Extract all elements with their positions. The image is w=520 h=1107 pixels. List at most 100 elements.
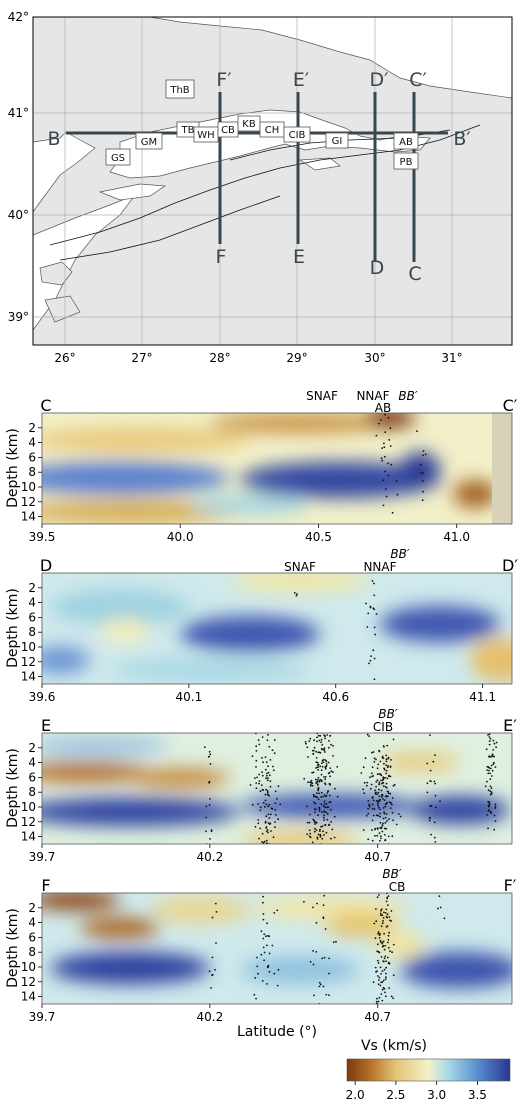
aegean-sea-south bbox=[33, 194, 137, 331]
section-end-label: D′ bbox=[502, 556, 518, 575]
hypocenter-dot bbox=[315, 890, 317, 892]
hypocenter-dot bbox=[385, 754, 388, 757]
hypocenter-dot bbox=[426, 782, 429, 785]
aegean-sea bbox=[33, 131, 96, 213]
hypocenter-dot bbox=[422, 472, 425, 475]
hypocenter-dot bbox=[257, 819, 260, 821]
hypocenter-dot bbox=[492, 726, 494, 728]
hypocenter-dot bbox=[390, 463, 393, 466]
hypocenter-dot bbox=[264, 793, 267, 796]
hypocenter-dot bbox=[270, 807, 273, 810]
hypocenter-dot bbox=[385, 966, 388, 969]
hypocenter-dot bbox=[323, 794, 326, 796]
hypocenter-dot bbox=[265, 803, 268, 806]
hypocenter-dot bbox=[261, 832, 264, 835]
map-y-tick: 39° bbox=[8, 310, 29, 324]
hypocenter-dot bbox=[327, 824, 330, 827]
hypocenter-dot bbox=[373, 678, 376, 681]
region-box-cib: CIB bbox=[283, 126, 311, 143]
hypocenter-dot bbox=[385, 495, 388, 498]
hypocenter-dot bbox=[307, 756, 309, 758]
hypocenter-dot bbox=[384, 839, 386, 842]
hypocenter-dot bbox=[318, 1003, 321, 1004]
hypocenter-dot bbox=[326, 734, 329, 736]
hypocenter-dot bbox=[261, 1013, 263, 1015]
hypocenter-dot bbox=[398, 813, 400, 815]
hypocenter-dot bbox=[374, 633, 377, 636]
hypocenter-dot bbox=[319, 701, 321, 703]
y-tick-label: 4 bbox=[28, 436, 36, 450]
hypocenter-dot bbox=[322, 830, 324, 833]
hypocenter-dot bbox=[367, 807, 370, 810]
fault-label-snaf: SNAF bbox=[306, 389, 338, 403]
hypocenter-dot bbox=[318, 779, 321, 782]
hypocenter-dot bbox=[376, 773, 379, 776]
hypocenter-dot bbox=[315, 750, 317, 753]
hypocenter-dot bbox=[273, 972, 276, 975]
hypocenter-dot bbox=[273, 730, 275, 732]
hypocenter-dot bbox=[368, 662, 370, 665]
hypocenter-dot bbox=[326, 813, 329, 815]
y-tick-label: 4 bbox=[28, 596, 36, 610]
hypocenter-dot bbox=[429, 769, 432, 772]
profile-crossing-label: BB′ bbox=[382, 867, 401, 881]
hypocenter-dot bbox=[390, 995, 393, 998]
hypocenter-dot bbox=[380, 827, 383, 830]
hypocenter-dot bbox=[257, 972, 259, 975]
hypocenter-dot bbox=[388, 439, 391, 441]
hypocenter-dot bbox=[378, 894, 380, 896]
hypocenter-dot bbox=[374, 835, 376, 837]
hypocenter-dot bbox=[318, 852, 320, 854]
hypocenter-dot bbox=[374, 828, 376, 831]
hypocenter-dot bbox=[488, 755, 491, 757]
y-tick-label: 10 bbox=[21, 800, 36, 814]
hypocenter-dot bbox=[325, 794, 328, 797]
hypocenter-dot bbox=[379, 835, 382, 837]
hypocenter-dot bbox=[373, 594, 376, 597]
x-tick-label: 39.6 bbox=[29, 690, 56, 704]
y-tick-label: 12 bbox=[21, 495, 36, 509]
hypocenter-dot bbox=[256, 965, 259, 968]
hypocenter-dot bbox=[370, 783, 373, 786]
hypocenter-dot bbox=[382, 917, 385, 919]
colorbar-tick-label: 3.5 bbox=[468, 1088, 487, 1102]
y-axis-title: Depth (km) bbox=[5, 588, 21, 668]
hypocenter-dot bbox=[316, 783, 319, 786]
label-c-prime: C′ bbox=[409, 69, 427, 91]
hypocenter-dot bbox=[378, 783, 380, 786]
hypocenter-dot bbox=[372, 751, 375, 753]
map-frame bbox=[32, 16, 513, 346]
hypocenter-dot bbox=[492, 706, 494, 708]
hypocenter-dot bbox=[205, 728, 207, 730]
hypocenter-dot bbox=[208, 781, 211, 784]
earthquake-dots-dd bbox=[293, 580, 378, 681]
hypocenter-dot bbox=[315, 796, 318, 799]
hypocenter-dot bbox=[385, 813, 388, 815]
hypocenter-dot bbox=[391, 811, 394, 814]
hypocenter-dot bbox=[389, 765, 392, 768]
hypocenter-dot bbox=[307, 856, 309, 858]
hypocenter-dot bbox=[324, 725, 326, 727]
hypocenter-dot bbox=[323, 858, 325, 860]
hypocenter-dot bbox=[380, 789, 383, 792]
hypocenter-dot bbox=[439, 800, 441, 803]
hypocenter-dot bbox=[383, 948, 386, 951]
hypocenter-dot bbox=[392, 845, 394, 847]
hypocenter-dot bbox=[371, 580, 374, 582]
hypocenter-dot bbox=[279, 715, 281, 717]
hypocenter-dot bbox=[265, 788, 267, 791]
hypocenter-dot bbox=[319, 845, 321, 847]
hypocenter-dot bbox=[317, 766, 320, 768]
hypocenter-dot bbox=[378, 806, 380, 809]
hypocenter-dot bbox=[274, 802, 277, 805]
hypocenter-dot bbox=[262, 802, 265, 804]
hypocenter-dot bbox=[305, 742, 307, 745]
section-end-label: F′ bbox=[504, 876, 517, 895]
hypocenter-dot bbox=[259, 809, 262, 812]
hypocenter-dot bbox=[366, 626, 369, 628]
hypocenter-dot bbox=[432, 760, 435, 763]
svg-text:AB: AB bbox=[399, 137, 413, 148]
hypocenter-dot bbox=[320, 825, 322, 828]
y-axis-title: Depth (km) bbox=[5, 748, 21, 828]
hypocenter-dot bbox=[329, 735, 331, 737]
